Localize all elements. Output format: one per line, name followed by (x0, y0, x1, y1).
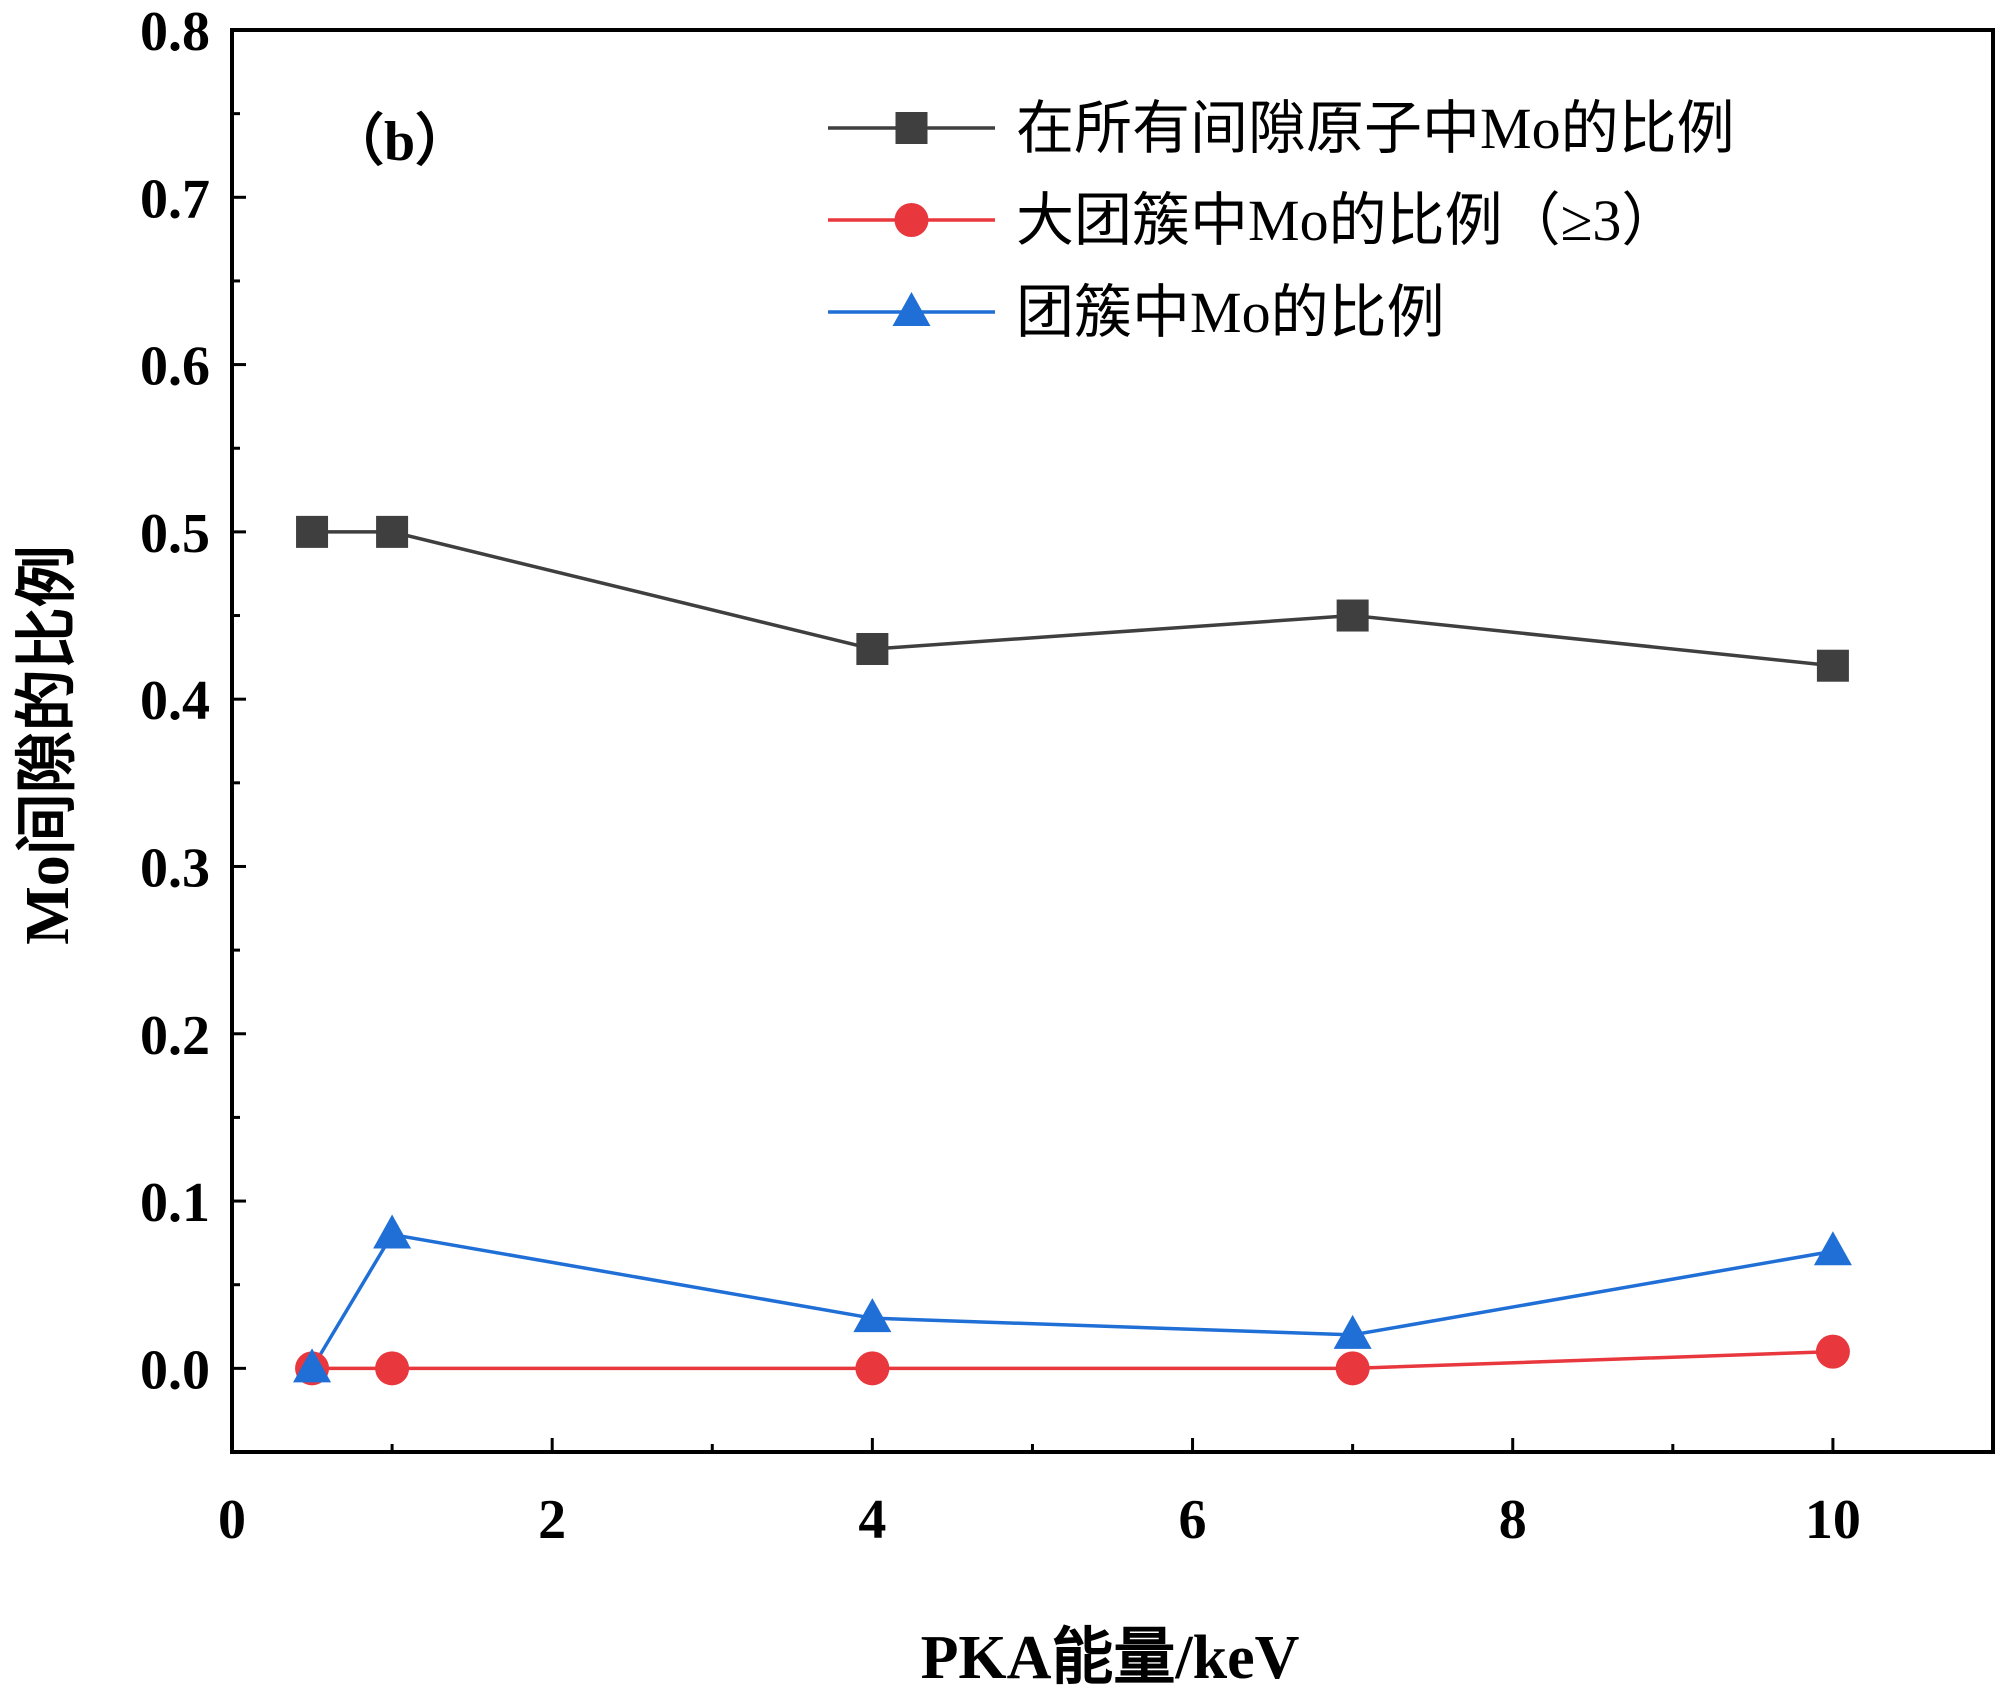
series-3-point (1333, 1314, 1372, 1349)
series-2-point (375, 1351, 410, 1386)
series-1-point (1816, 649, 1849, 682)
panel-annotation: （b） (328, 110, 471, 173)
x-tick-label: 4 (858, 1489, 886, 1551)
x-axis-title: PKA能量/keV (921, 1623, 1300, 1692)
series-1-point (856, 632, 889, 665)
x-tick-label: 8 (1499, 1489, 1527, 1551)
series-1-point (296, 515, 329, 548)
legend-marker-2 (894, 203, 929, 237)
series-3-point (853, 1298, 892, 1333)
legend-marker-1 (895, 112, 928, 144)
y-tick-label: 0.5 (140, 503, 210, 565)
x-tick-label: 10 (1805, 1489, 1861, 1551)
series-1-point (1336, 599, 1369, 632)
y-tick-label: 0.0 (140, 1339, 210, 1401)
series-line-1 (312, 530, 1834, 668)
plot-frame (230, 28, 1995, 1454)
series-2-point (855, 1351, 890, 1386)
y-tick-label: 0.8 (140, 1, 210, 63)
series-1-point (376, 515, 409, 548)
y-tick-label: 0.7 (140, 168, 210, 230)
series-3-point (373, 1214, 412, 1249)
series-line-3 (310, 1232, 1834, 1370)
legend-label-2: 大团簇中Mo的比例（≥3） (1016, 188, 1679, 253)
series-3-point (1813, 1231, 1852, 1266)
y-axis-title: Mo间隙的比例 (13, 545, 82, 945)
y-tick-label: 0.4 (140, 670, 210, 732)
y-tick-label: 0.6 (140, 336, 210, 398)
legend-label-3: 团簇中Mo的比例 (1016, 280, 1445, 345)
series-2-point (1335, 1351, 1370, 1386)
x-tick-label: 0 (218, 1489, 246, 1551)
x-tick-label: 6 (1179, 1489, 1207, 1551)
series-3-point (293, 1348, 332, 1383)
y-tick-label: 0.3 (140, 837, 210, 899)
legend-label-1: 在所有间隙原子中Mo的比例 (1016, 96, 1735, 161)
x-tick-label: 2 (538, 1489, 566, 1551)
series-2-point (1815, 1334, 1850, 1369)
series-line-2 (312, 1349, 1833, 1371)
plot-area: 0.0 0.1 0.2 0.3 0.4 0.5 0.6 0.7 0.8 0 2 4 6 8 10 (140, 1, 1995, 1551)
y-tick-label: 0.1 (140, 1172, 210, 1234)
legend-marker-3 (892, 292, 931, 326)
y-tick-label: 0.2 (140, 1005, 210, 1067)
